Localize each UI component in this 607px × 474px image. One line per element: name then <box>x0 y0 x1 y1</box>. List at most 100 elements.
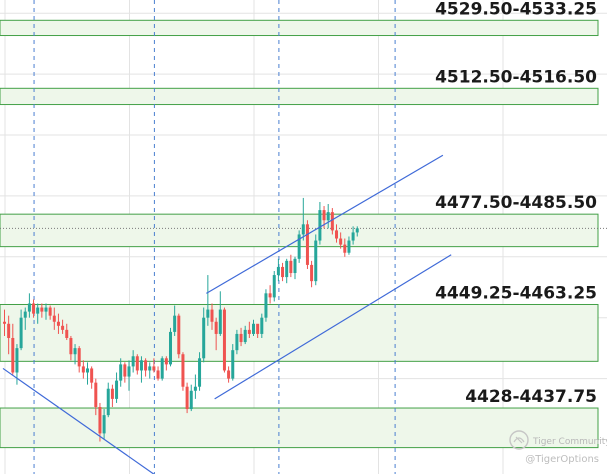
zone-band <box>0 303 599 362</box>
candle <box>102 409 106 440</box>
candle <box>164 356 168 371</box>
candle <box>314 234 318 286</box>
candle-body <box>56 321 60 326</box>
candle-body <box>235 333 239 351</box>
candle-body <box>52 315 56 322</box>
candle <box>260 313 264 338</box>
candle-body <box>123 364 127 377</box>
candle-body <box>227 370 231 379</box>
candle-body <box>7 323 11 338</box>
candle-body <box>222 309 226 371</box>
candle <box>127 360 131 391</box>
candle <box>56 313 60 334</box>
candle <box>110 384 114 408</box>
candle-body <box>36 307 40 314</box>
candle <box>3 309 6 336</box>
candle <box>235 329 239 355</box>
candle <box>90 366 94 389</box>
candle-body <box>185 386 189 410</box>
candle-body <box>330 212 334 231</box>
candle <box>214 317 218 351</box>
candle-body <box>293 258 297 274</box>
candle <box>343 238 347 257</box>
candle <box>330 208 334 235</box>
candle-body <box>15 348 19 373</box>
candle <box>181 352 185 391</box>
candle-body <box>239 333 243 343</box>
candle-body <box>218 309 222 334</box>
candle-body <box>260 317 264 334</box>
zone-label: 4512.50-4516.50 <box>435 67 597 87</box>
candle <box>198 352 202 391</box>
candle <box>243 325 247 345</box>
channel-line-lower <box>214 254 452 400</box>
candle-body <box>164 358 168 365</box>
candle-body <box>343 244 347 253</box>
candle-body <box>198 358 202 387</box>
candle <box>169 327 172 367</box>
candle <box>32 299 36 318</box>
channel-line-lower-left <box>2 367 155 474</box>
candle-body <box>318 210 322 241</box>
candle-body <box>297 234 301 259</box>
candle-body <box>19 317 23 349</box>
candle-body <box>160 358 164 379</box>
candle <box>73 344 77 365</box>
candle <box>339 232 343 249</box>
candle <box>256 323 260 338</box>
candle <box>227 366 231 383</box>
candle <box>289 254 293 278</box>
candle <box>185 382 189 414</box>
candle <box>36 303 40 324</box>
candle <box>231 344 235 381</box>
candle <box>119 358 123 387</box>
candle <box>272 271 276 302</box>
candle-body <box>127 366 131 377</box>
zone-band <box>0 19 599 37</box>
candle-body <box>44 307 48 312</box>
candle-body <box>268 293 272 298</box>
candle <box>351 226 355 245</box>
candle <box>94 378 98 416</box>
candle <box>106 382 110 418</box>
candle <box>305 220 309 269</box>
candle-body <box>301 224 305 235</box>
zone-band <box>0 407 599 449</box>
candle <box>318 201 322 245</box>
candle <box>268 285 272 304</box>
candle-body <box>61 325 65 330</box>
candle-body <box>326 212 330 221</box>
channel-line-upper <box>206 154 444 294</box>
candle <box>152 358 156 373</box>
candle <box>40 303 44 318</box>
candle <box>202 307 206 363</box>
candle-body <box>351 232 355 241</box>
candle-body <box>106 388 110 416</box>
candle <box>148 362 152 379</box>
candle <box>48 305 52 320</box>
candle-body <box>90 368 94 383</box>
candle-body <box>289 260 293 274</box>
candle-body <box>169 331 172 365</box>
candle <box>218 291 222 336</box>
candle-body <box>156 370 160 379</box>
candle-body <box>214 321 218 334</box>
candle-body <box>11 337 15 373</box>
candle-body <box>32 303 36 314</box>
candle <box>27 293 31 318</box>
candle <box>335 224 338 243</box>
candle-body <box>131 356 135 367</box>
candle-body <box>335 230 338 239</box>
candle-body <box>86 368 89 373</box>
candle <box>173 305 177 336</box>
zone-labels: 4529.50-4533.25 4512.50-4516.50 4477.50-44… <box>435 0 597 407</box>
candle-body <box>94 382 98 408</box>
candle-body <box>202 317 206 359</box>
candle <box>222 307 226 373</box>
candle-body <box>339 238 343 245</box>
candle <box>297 230 301 263</box>
candle-body <box>27 303 31 312</box>
watermark: Tiger Community @TigerOptions <box>509 430 607 465</box>
candle-body <box>98 407 102 434</box>
